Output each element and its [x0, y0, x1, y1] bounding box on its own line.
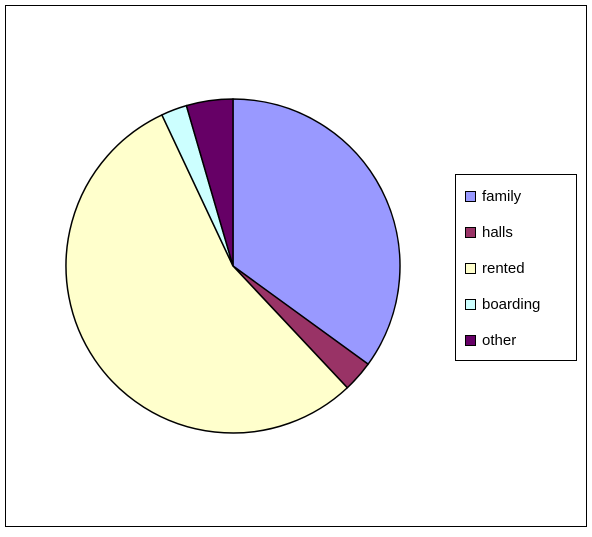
legend-swatch	[465, 299, 476, 310]
pie-slice	[185, 98, 234, 267]
legend-label: boarding	[482, 296, 540, 313]
legend: family halls rented boarding other	[465, 188, 540, 349]
legend-swatch	[465, 227, 476, 238]
pie	[65, 98, 401, 434]
legend-swatch	[465, 335, 476, 346]
legend-label: other	[482, 332, 516, 349]
pie-slice	[65, 113, 349, 434]
legend-swatch	[465, 191, 476, 202]
legend-label: rented	[482, 260, 525, 277]
legend-label: family	[482, 188, 522, 205]
legend-swatch	[465, 263, 476, 274]
legend-label: halls	[482, 224, 513, 241]
pie-slice	[232, 98, 401, 366]
